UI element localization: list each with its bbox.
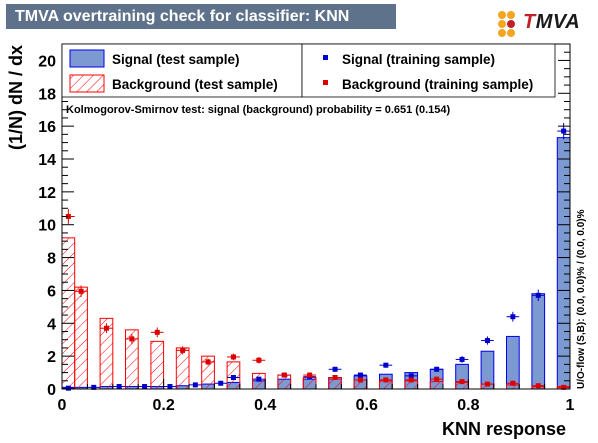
y-tick-label: 18 (38, 86, 56, 103)
signal-train-point-20 (557, 122, 570, 140)
background-train-point-15 (430, 376, 443, 382)
signal-train-point-5 (189, 382, 202, 388)
x-tick-label: 0.4 (254, 397, 276, 414)
signal-train-point-17 (481, 336, 494, 345)
y-tick-label: 10 (38, 218, 56, 235)
tmva-logo-text: TMVA (523, 11, 581, 33)
overflow-text: U/O-flow (S,B): (0.0, 0.0)% / (0.0, 0.0)… (576, 209, 587, 389)
background-train-point-16 (455, 379, 469, 385)
x-axis-title: KNN response (442, 419, 566, 439)
signal-train-point-2 (112, 384, 126, 390)
y-tick-label: 12 (38, 185, 56, 202)
signal-train-point-3 (138, 384, 151, 390)
background-train-point-14 (404, 377, 418, 383)
y-tick-label: 4 (47, 316, 56, 333)
chart-title: TMVA overtraining check for classifier: … (6, 4, 396, 29)
background-test-bar-10 (302, 377, 317, 390)
tmva-logo-icon (498, 11, 515, 37)
signal-train-point-13 (379, 362, 393, 368)
background-train-point-2 (100, 323, 113, 334)
y-tick-label: 8 (47, 251, 56, 268)
legend-box-right (301, 43, 556, 98)
background-train-point-6 (201, 358, 215, 366)
background-train-point-1 (74, 285, 88, 297)
signal-train-point-1 (87, 384, 101, 390)
legend-signal-train: Signal (training sample) (342, 52, 495, 67)
y-tick-label: 20 (38, 53, 56, 70)
y-tick-label: 6 (47, 283, 56, 300)
x-tick-label: 0.2 (152, 397, 174, 414)
background-train-point-4 (150, 327, 164, 338)
background-train-point-12 (354, 377, 367, 383)
signal-train-point-11 (328, 366, 342, 372)
background-test-bar-15 (429, 381, 444, 390)
y-tick-label: 16 (38, 119, 56, 136)
signal-train-point-6 (214, 380, 228, 386)
background-train-point-5 (176, 346, 189, 355)
x-tick-label: 0.6 (356, 397, 378, 414)
signal-train-point-4 (163, 384, 177, 390)
signal-train-point-7 (227, 375, 240, 380)
x-tick-label: 0 (58, 397, 67, 414)
background-train-point-10 (303, 372, 316, 378)
y-tick-label: 2 (47, 349, 56, 366)
signal-train-point-12 (354, 372, 367, 378)
background-train-point-20 (557, 384, 570, 390)
background-train-point-3 (125, 333, 139, 344)
signal-test-bar-19 (531, 293, 546, 390)
x-tick-label: 0.8 (457, 397, 479, 414)
legend-marker-signal-train (323, 55, 328, 60)
tmva-logo: TMVA (497, 10, 592, 38)
signal-train-point-18 (506, 311, 520, 322)
signal-train-point-8 (252, 376, 266, 382)
legend-background-train: Background (training sample) (342, 77, 533, 92)
y-tick-label: 0 (47, 382, 56, 399)
signal-train-point-16 (455, 356, 469, 363)
ks-test-text: Kolmogorov-Smirnov test: signal (backgro… (66, 104, 450, 116)
background-test-bar-11 (328, 378, 342, 390)
y-tick-label: 14 (38, 152, 56, 169)
legend-swatch-background-test (69, 74, 105, 93)
background-train-point-19 (531, 383, 545, 389)
legend-background-test: Background (test sample) (112, 77, 278, 92)
plot-background (62, 44, 570, 389)
background-train-point-8 (252, 356, 266, 364)
legend-signal-test: Signal (test sample) (112, 52, 240, 67)
signal-train-point-19 (531, 289, 545, 302)
background-test-bar-1 (74, 286, 88, 390)
background-test-bar-4 (150, 340, 165, 390)
background-test-bar-0 (61, 237, 76, 390)
background-train-point-13 (379, 377, 393, 383)
background-train-point-9 (277, 372, 291, 378)
background-train-point-18 (506, 380, 520, 386)
signal-train-point-15 (430, 366, 443, 372)
background-train-point-11 (328, 375, 342, 380)
signal-train-point-14 (404, 373, 418, 379)
legend-swatch-signal-test (69, 49, 105, 68)
legend-marker-background-train (323, 80, 328, 85)
background-train-point-17 (481, 381, 494, 387)
y-axis-title: (1/N) dN / dx (6, 45, 26, 150)
background-train-point-7 (227, 353, 240, 361)
x-tick-label: 1 (566, 397, 575, 414)
